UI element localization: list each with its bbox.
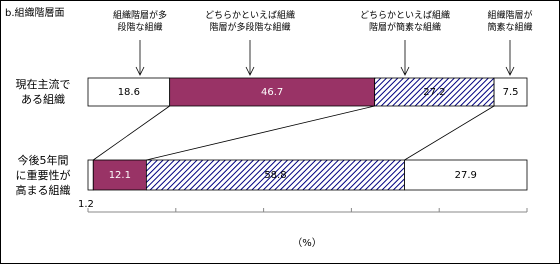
category-label: 現在主流で ある組織 [15, 78, 71, 106]
arrow-head [135, 66, 145, 76]
bar-segment [404, 159, 528, 191]
bar-segment [87, 159, 94, 191]
value-label: 1.2 [78, 199, 94, 210]
bar-segment [493, 77, 528, 107]
arrow-head [245, 66, 255, 76]
connector [93, 105, 170, 161]
legend-label: どちらかといえば組織 階層が多段階な組織 [204, 11, 295, 33]
value-label: 27.9 [455, 170, 477, 181]
bar-segment [92, 159, 147, 191]
legend-label: どちらかといえば組織 階層が簡素な組織 [359, 11, 450, 33]
bar-segment [374, 77, 495, 107]
value-label: 27.2 [423, 87, 445, 98]
connector [404, 105, 495, 161]
value-label: 7.5 [503, 87, 519, 98]
category-label: 今後5年間 に重要性が 高まる組織 [15, 154, 71, 197]
value-label: 12.1 [109, 170, 131, 181]
value-label: 18.6 [118, 87, 140, 98]
arrow-head [505, 66, 515, 76]
connector [146, 105, 375, 161]
bar-segment [169, 77, 376, 107]
bar-segment [87, 77, 171, 107]
legend-label: 組織階層が 簡素な組織 [487, 11, 533, 33]
arrow-head [400, 66, 410, 76]
legend-label: 組織階層が多 段階な組織 [112, 11, 167, 33]
value-label: 58.8 [264, 170, 286, 181]
value-label: 46.7 [261, 87, 283, 98]
x-axis-label: （%） [292, 237, 322, 249]
chart-title: b.組織階層面 [5, 6, 65, 19]
bar-segment [145, 159, 405, 191]
